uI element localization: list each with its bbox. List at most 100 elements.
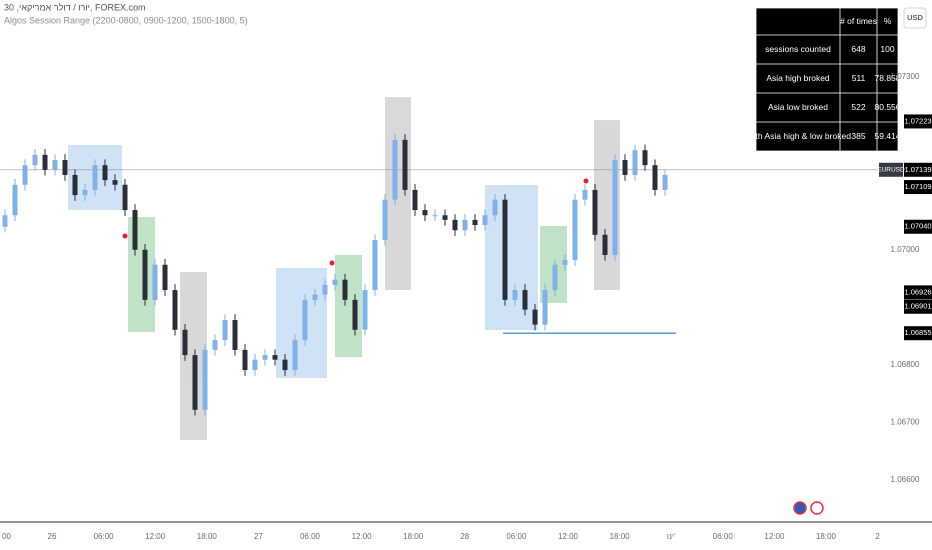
candle-body bbox=[42, 154, 48, 170]
candle-body bbox=[552, 264, 558, 291]
x-tick-label: 06:00 bbox=[506, 532, 527, 541]
stats-table: # of times % sessions counted 648 100 Asia hi… bbox=[745, 7, 901, 152]
candle-body bbox=[142, 249, 148, 300]
flags bbox=[793, 501, 824, 515]
x-tick-label: 12:00 bbox=[145, 532, 166, 541]
candle-body bbox=[532, 309, 538, 325]
candle-body bbox=[592, 189, 598, 235]
candle-body bbox=[32, 154, 38, 166]
candle-body bbox=[372, 239, 378, 291]
candle-body bbox=[222, 319, 228, 341]
price-badge-label: 1.07040 bbox=[904, 222, 931, 231]
candle-body bbox=[242, 349, 248, 371]
candle-body bbox=[622, 159, 628, 175]
signal-dot bbox=[329, 260, 335, 266]
candle-body bbox=[482, 215, 488, 226]
candle-body bbox=[272, 355, 278, 360]
x-tick-label: 26 bbox=[48, 532, 57, 541]
table-header: % bbox=[884, 16, 892, 26]
candle-body bbox=[192, 355, 198, 410]
candle-body bbox=[382, 199, 388, 240]
candle-body bbox=[52, 159, 58, 170]
candle-body bbox=[22, 165, 28, 185]
candle-body bbox=[352, 299, 358, 330]
symbol-badge bbox=[879, 162, 903, 177]
price-badge bbox=[904, 162, 932, 177]
table-cell: 80.556 bbox=[875, 102, 901, 112]
candle-body bbox=[542, 290, 548, 325]
x-tick-label: 27 bbox=[254, 532, 263, 541]
x-tick-label: 06:00 bbox=[94, 532, 115, 541]
table-cell: Asia high broked bbox=[766, 73, 830, 83]
candle-body bbox=[492, 199, 498, 216]
candle-body bbox=[112, 180, 118, 185]
candle-body bbox=[2, 215, 8, 227]
currency[interactable]: USD bbox=[907, 13, 923, 22]
candle-body bbox=[362, 290, 368, 330]
price-badge-label: 1.07139 bbox=[904, 165, 931, 174]
candle-body bbox=[202, 349, 208, 410]
signal-dot bbox=[583, 178, 589, 184]
candle-body bbox=[642, 150, 648, 166]
x-tick-label: 18:00 bbox=[403, 532, 424, 541]
table-cell: Both Asia high & low broked bbox=[745, 131, 851, 141]
candle-body bbox=[132, 210, 138, 250]
y-tick-label: 1.06800 bbox=[891, 360, 920, 369]
candle-body bbox=[282, 359, 288, 371]
candle-body bbox=[312, 294, 318, 300]
currency-box[interactable] bbox=[903, 7, 927, 29]
candle-body bbox=[432, 215, 438, 217]
x-tick-label: 06:00 bbox=[300, 532, 321, 541]
candle-body bbox=[612, 159, 618, 255]
y-tick-label: 1.06700 bbox=[891, 418, 920, 427]
table-cell: 648 bbox=[851, 44, 865, 54]
candle-body bbox=[62, 159, 68, 175]
table-cell: 100 bbox=[880, 44, 894, 54]
candle-body bbox=[122, 184, 128, 211]
table-cell: 385 bbox=[851, 131, 865, 141]
table-cell: Asia low broked bbox=[768, 102, 828, 112]
candle-body bbox=[182, 329, 188, 356]
session-box bbox=[335, 255, 362, 357]
candle-body bbox=[162, 264, 168, 291]
symbol-badge-label: EURUSD bbox=[877, 166, 905, 173]
candle-body bbox=[392, 139, 398, 200]
x-tick-label: 18:00 bbox=[816, 532, 837, 541]
session-box bbox=[128, 217, 155, 332]
candle-body bbox=[342, 279, 348, 300]
x-tick-label: 12:00 bbox=[352, 532, 373, 541]
flag-icon bbox=[810, 501, 824, 515]
candle-body bbox=[302, 299, 308, 341]
price-badge bbox=[904, 299, 932, 314]
candle-body bbox=[652, 165, 658, 190]
candle-body bbox=[92, 165, 98, 190]
candle-body bbox=[572, 199, 578, 261]
x-tick-label: ינו' bbox=[667, 532, 676, 541]
table-cell: 59.414 bbox=[875, 131, 901, 141]
price-badge bbox=[904, 326, 932, 341]
price-badge-label: 1.07223 bbox=[904, 116, 931, 125]
candle-body bbox=[632, 150, 638, 175]
indicator-title: Algos Session Range (2200-0800, 0900-120… bbox=[4, 15, 248, 25]
candle-body bbox=[422, 210, 428, 216]
candle-body bbox=[442, 215, 448, 220]
candle-body bbox=[562, 260, 568, 265]
candle-body bbox=[102, 165, 108, 181]
signal-dot bbox=[122, 233, 128, 239]
x-tick-label: 12:00 bbox=[558, 532, 579, 541]
y-tick-label: 1.06600 bbox=[891, 475, 920, 484]
table-background bbox=[756, 8, 898, 151]
candle-body bbox=[232, 319, 238, 350]
symbol-title: יורו / דולר אמריקאי, 30, FOREX.com bbox=[4, 2, 146, 12]
table-cell: 78.858 bbox=[875, 73, 901, 83]
candle-body bbox=[212, 340, 218, 350]
x-tick-label: 28 bbox=[460, 532, 469, 541]
plot bbox=[0, 134, 878, 416]
x-tick-label: 18:00 bbox=[610, 532, 631, 541]
candle-body bbox=[82, 189, 88, 196]
x-tick-label: 12:00 bbox=[764, 532, 785, 541]
candle-body bbox=[262, 355, 268, 360]
flag-icon bbox=[793, 501, 807, 515]
table-cell: sessions counted bbox=[765, 44, 831, 54]
